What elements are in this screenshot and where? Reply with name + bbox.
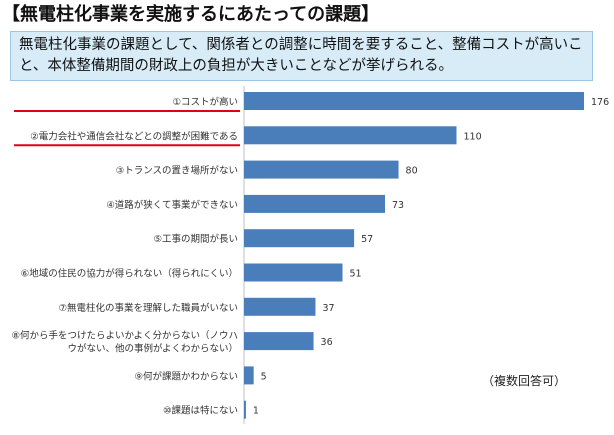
summary-box: 無電柱化事業の課題として、関係者との調整に時間を要すること、整備コストが高いこと… (10, 31, 593, 81)
multiple-answers-note: （複数回答可） (482, 374, 567, 388)
value-label-3: 80 (406, 166, 418, 177)
category-label-2: ②電力会社や通信会社などとの調整が困難である (30, 130, 238, 142)
bar-6 (244, 263, 343, 282)
bar-8 (244, 332, 314, 351)
bar-5 (244, 229, 355, 248)
bar-chart: 176 ①コストが高い 110 ②電力会社や通信会社などとの調整が困難である 80 ③トラ… (11, 86, 609, 424)
category-label-6: ⑥地域の住民の協力が得られない（得られにくい） (21, 268, 238, 280)
category-label-9: ⑨何が課題かわからない (134, 370, 238, 382)
page-title: 【無電柱化事業を実施するにあたっての課題】 (2, 4, 380, 25)
category-label-5: ⑤工事の期間が長い (153, 233, 238, 245)
value-label-6: 51 (350, 269, 362, 280)
category-label-3: ③トランスの置き場所がない (116, 165, 238, 177)
value-label-9: 5 (261, 371, 267, 382)
category-label-8-line-2: ウがない、他の事例がよくわからない） (67, 343, 238, 355)
bar-2 (244, 126, 457, 145)
bar-1 (244, 92, 584, 110)
bar-4 (244, 194, 386, 213)
category-label-10: ⑩課題は特にない (163, 405, 238, 417)
bar-10 (244, 400, 246, 419)
value-label-8: 36 (321, 337, 333, 348)
bar-7 (244, 297, 316, 316)
bar-3 (244, 160, 399, 179)
value-label-4: 73 (392, 200, 404, 211)
category-label-7: ⑦無電柱化の事業を理解した職員がいない (58, 302, 238, 314)
category-label-8-line-1: ⑧何から手をつけたらよいかよく分からない（ノウハ (11, 330, 238, 342)
value-label-7: 37 (322, 303, 334, 314)
value-label-5: 57 (361, 234, 373, 245)
category-label-1: ①コストが高い (172, 96, 238, 108)
bar-9 (244, 366, 254, 385)
category-label-4: ④道路が狭くて事業ができない (106, 199, 238, 211)
value-label-1: 176 (591, 97, 609, 108)
value-label-10: 1 (253, 406, 259, 417)
value-label-2: 110 (464, 131, 482, 142)
